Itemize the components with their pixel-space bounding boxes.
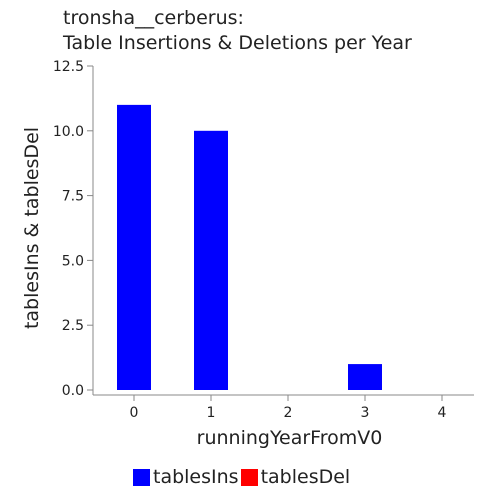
legend: tablesIns tablesDel	[133, 466, 352, 488]
bar-tablesIns-1	[194, 130, 228, 391]
x-tick-label: 0	[130, 405, 139, 421]
y-tick-label: 12.5	[53, 59, 84, 75]
legend-label-tablesIns: tablesIns	[153, 466, 239, 488]
chart-title-line2: Table Insertions & Deletions per Year	[63, 32, 412, 54]
y-tick-label: 10.0	[53, 124, 84, 140]
legend-swatch-tablesDel	[240, 468, 258, 486]
x-tick-label: 3	[361, 405, 370, 421]
x-tick-label: 2	[284, 405, 293, 421]
chart-title-line1: tronsha__cerberus:	[63, 7, 244, 29]
y-tick-label: 0.0	[62, 383, 84, 399]
legend-label-tablesDel: tablesDel	[260, 466, 351, 488]
x-tick-label: 4	[438, 405, 447, 421]
y-tick-label: 5.0	[62, 253, 84, 269]
legend-item-tablesDel: tablesDel	[240, 466, 351, 488]
bar-tablesIns-3	[348, 364, 382, 390]
legend-item-tablesIns: tablesIns	[133, 466, 239, 488]
y-axis-label: tablesIns & tablesDel	[21, 127, 43, 329]
y-tick-label: 2.5	[62, 318, 84, 334]
y-tick-label: 7.5	[62, 189, 84, 205]
x-axis-label: runningYearFromV0	[197, 427, 383, 449]
legend-swatch-tablesIns	[133, 468, 150, 486]
bar-tablesIns-0	[117, 104, 151, 390]
x-tick-label: 1	[207, 405, 216, 421]
